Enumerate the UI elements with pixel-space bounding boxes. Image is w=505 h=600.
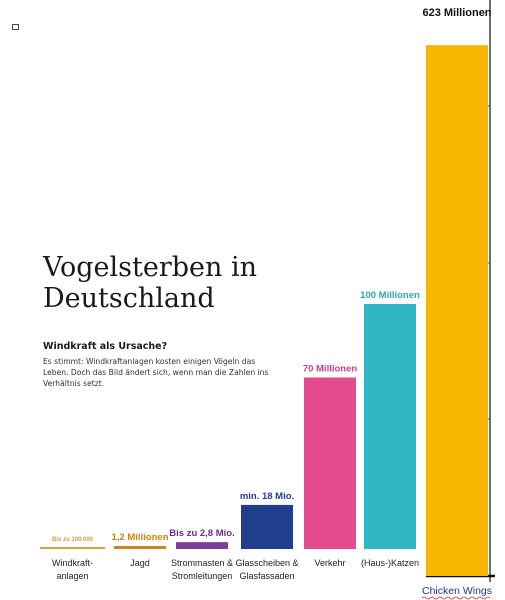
bar-6	[426, 45, 488, 577]
value-label-3: min. 18 Mio.	[240, 491, 294, 502]
category-label-line: Windkraft-	[52, 558, 93, 568]
title-block: Vogelsterben in Deutschland	[43, 252, 257, 314]
category-label-line: Stromleitungen	[172, 571, 233, 581]
category-label-6: Chicken Wings	[422, 585, 492, 597]
description: Es stimmt: Windkraftanlagen kosten einig…	[43, 357, 269, 388]
category-label-line: Verkehr	[314, 558, 345, 568]
page-title-line-2: Deutschland	[43, 283, 215, 314]
bar-5	[364, 304, 416, 549]
value-label-5: 100 Millionen	[360, 290, 420, 301]
category-label-line: (Haus-)Katzen	[361, 558, 419, 568]
subtitle: Windkraft als Ursache?	[43, 341, 168, 352]
category-label-3: Glasscheiben & Glasfassaden	[235, 558, 298, 581]
category-label-0: Windkraft-anlagen	[52, 558, 93, 581]
category-label-line: Strommasten &	[171, 558, 233, 568]
category-label-line: Glasscheiben &	[235, 558, 298, 568]
category-label-line: anlagen	[56, 571, 88, 581]
bar-4	[304, 377, 356, 549]
page-title-line-1: Vogelsterben in	[43, 252, 258, 283]
bar-0	[40, 547, 105, 549]
value-label-2: Bis zu 2,8 Mio.	[169, 528, 234, 539]
category-label-line: Glasfassaden	[239, 571, 294, 581]
bar-3	[241, 504, 293, 549]
category-label-1: Jagd	[130, 558, 150, 568]
value-label-4: 70 Millionen	[303, 364, 358, 375]
spellcheck-underline	[421, 596, 491, 600]
category-label-line: Jagd	[130, 558, 150, 568]
value-label-1: 1,2 Millionen	[111, 532, 168, 543]
value-label-0: Bis zu 100.000	[52, 537, 94, 543]
category-label-2: Strommasten & Stromleitungen	[171, 558, 233, 581]
corner-box-icon	[12, 24, 19, 30]
value-label-6: 623 Millionen	[422, 7, 491, 19]
bar-1	[114, 546, 166, 549]
category-label-5: (Haus-)Katzen	[361, 558, 419, 568]
bar-2	[176, 542, 228, 549]
category-label-4: Verkehr	[314, 558, 345, 568]
category-label-line: Chicken Wings	[422, 585, 492, 597]
